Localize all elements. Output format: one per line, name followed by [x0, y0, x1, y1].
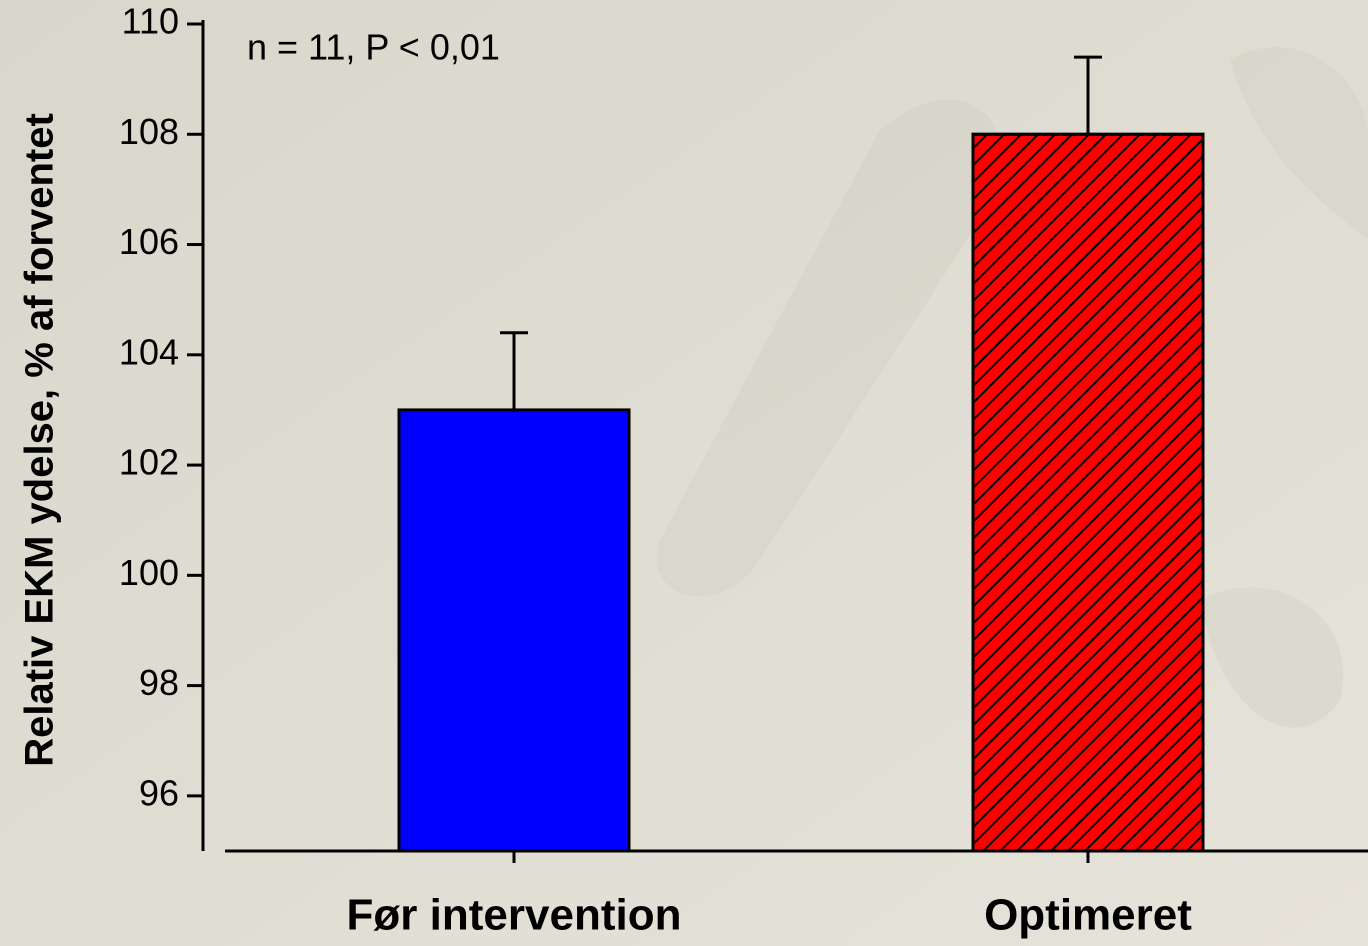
- x-tick-label: Før intervention: [347, 891, 682, 940]
- y-tick-label: 102: [119, 442, 179, 483]
- y-tick-label: 104: [119, 331, 179, 372]
- x-tick-label: Optimeret: [984, 891, 1192, 940]
- y-tick-label: 106: [119, 221, 179, 262]
- y-tick-label: 108: [119, 111, 179, 152]
- y-tick-label: 98: [139, 662, 179, 703]
- annotation: n = 11, P < 0,01: [247, 27, 500, 68]
- bar: [397, 408, 631, 853]
- y-tick-label: 96: [139, 772, 179, 813]
- decoration: [656, 47, 1368, 728]
- y-axis-label: Relativ EKM ydelse, % af forventet: [18, 113, 62, 767]
- y-tick-label: 110: [122, 1, 179, 42]
- bar-hatch: [971, 132, 1205, 853]
- y-tick-label: 100: [119, 552, 179, 593]
